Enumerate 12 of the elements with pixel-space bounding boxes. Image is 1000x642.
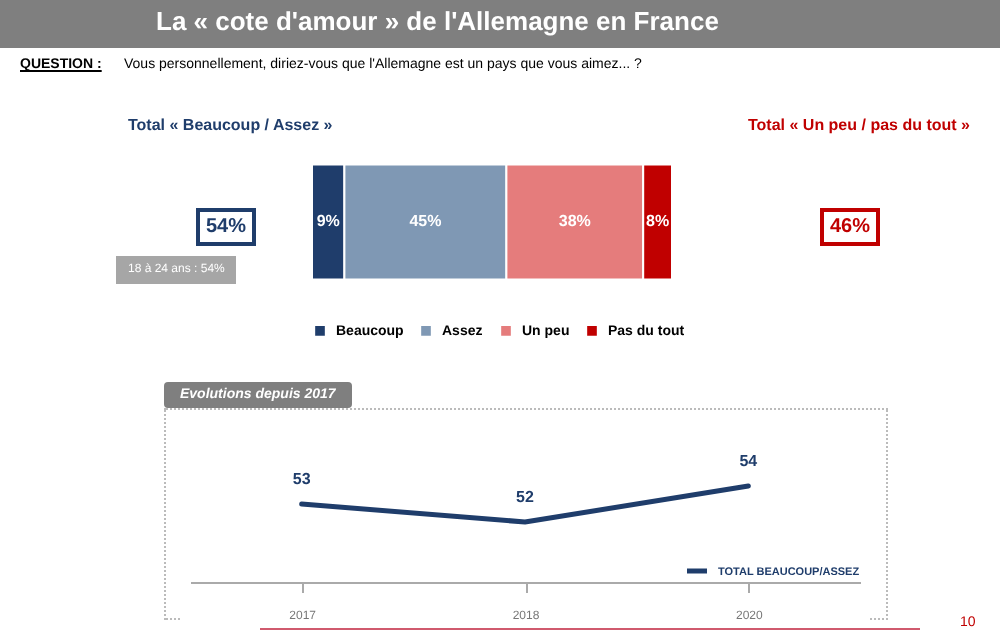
data-label: 54	[739, 452, 759, 470]
data-label: 38%	[558, 212, 591, 230]
text: Total « Un peu / pas du tout »	[748, 116, 970, 134]
data-label: 45%	[409, 212, 442, 230]
text: 46%	[820, 208, 881, 246]
chart-title: La « cote d'amour » de l'Allemagne en France	[156, 6, 719, 36]
data-label: 52	[516, 488, 535, 506]
text: 54%	[196, 208, 257, 246]
data-label: 8%	[646, 212, 670, 230]
data-label: 9%	[316, 212, 340, 230]
data-label: 53	[292, 470, 312, 488]
text: Total « Beaucoup / Assez »	[128, 116, 333, 134]
